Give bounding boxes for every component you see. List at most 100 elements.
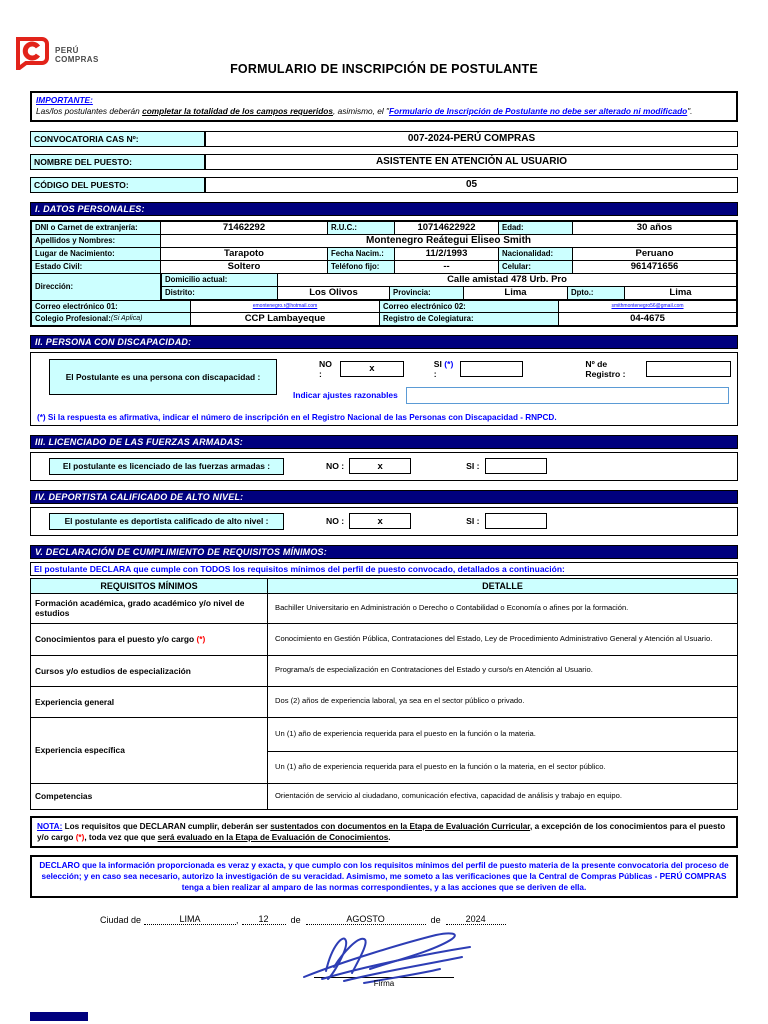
telefono-value: --	[394, 259, 499, 274]
numero-registro-input[interactable]	[646, 360, 731, 377]
nota-underline-1: sustentados con documentos en la Etapa d…	[270, 821, 531, 831]
table-row: Apellidos y Nombres: Montenegro Reátegui…	[31, 233, 737, 248]
table-row: Competencias Orientación de servicio al …	[30, 782, 738, 810]
telefono-label: Teléfono fijo:	[327, 259, 395, 274]
si-colon: :	[433, 368, 437, 379]
dni-label: DNI o Carnet de extranjería:	[31, 220, 161, 235]
lugar-nacimiento-label: Lugar de Nacimiento:	[31, 246, 161, 261]
estado-civil-value: Soltero	[160, 259, 328, 274]
fecha-nacimiento-label: Fecha Nacim.:	[327, 246, 395, 261]
si-text: SI	[433, 358, 445, 369]
table-row: Cursos y/o estudios de especialización P…	[30, 654, 738, 687]
ruc-label: R.U.C.:	[327, 220, 395, 235]
apellidos-label: Apellidos y Nombres:	[31, 233, 161, 248]
dia-value: 12	[241, 914, 286, 925]
deportista-si-checkbox[interactable]	[484, 513, 547, 530]
nombre-puesto-value: ASISTENTE EN ATENCIÓN AL USUARIO	[205, 153, 738, 170]
req-cursos: Cursos y/o estudios de especialización	[30, 654, 268, 687]
peru-compras-logo-text: PERÚ COMPRAS	[55, 46, 99, 64]
peru-compras-logo: PERÚ COMPRAS	[14, 36, 99, 75]
table-row: Colegio Profesional: (Si Aplica) CCP Lam…	[31, 311, 737, 326]
nacionalidad-value: Peruano	[572, 246, 737, 261]
de-1: de	[290, 914, 301, 925]
req-conocimientos-asterisk: (*)	[196, 634, 206, 645]
req-formacion: Formación académica, grado académico y/o…	[30, 592, 268, 624]
section3-header: III. LICENCIADO DE LAS FUERZAS ARMADAS:	[30, 434, 738, 449]
nota-p4: .	[388, 832, 391, 842]
req-experiencia-general: Experiencia general	[30, 685, 268, 718]
colegio-label-note: (Si Aplica)	[110, 315, 143, 323]
ajustes-razonables-label: Indicar ajustes razonables	[293, 390, 398, 401]
nota-p2: , a excepción de los conocimientos para …	[37, 821, 726, 842]
si-asterisk: (*)	[444, 358, 454, 369]
discapacidad-question: El Postulante es una persona con discapa…	[49, 358, 277, 395]
dpto-value: Lima	[624, 285, 737, 300]
fuerzas-armadas-box: El postulante es licenciado de las fuerz…	[30, 451, 738, 481]
fuerzas-si-checkbox[interactable]	[484, 458, 547, 475]
table-row: Estado Civil: Soltero Teléfono fijo: -- …	[31, 259, 737, 274]
registro-colegiatura-value: 04-4675	[558, 311, 737, 326]
direccion-label: Dirección:	[31, 272, 161, 301]
section4-header: IV. DEPORTISTA CALIFICADO DE ALTO NIVEL:	[30, 489, 738, 504]
nota-asterisk: (*)	[75, 832, 85, 842]
anio-value: 2024	[445, 914, 506, 925]
celular-label: Celular:	[498, 259, 573, 274]
table-row: DNI o Carnet de extranjería: 71462292 R.…	[31, 220, 737, 235]
discapacidad-si-checkbox[interactable]	[459, 360, 524, 377]
colegio-label: Colegio Profesional: (Si Aplica)	[31, 311, 191, 326]
nombre-puesto-label: NOMBRE DEL PUESTO:	[30, 153, 205, 170]
signature-image	[303, 932, 471, 984]
det-experiencia-especifica-2: Un (1) año de experiencia requerida para…	[267, 750, 738, 784]
nota-label: NOTA:	[37, 821, 63, 831]
req-conocimientos: Conocimientos para el puesto y/o cargo (…	[30, 622, 268, 656]
important-notice-box: IMPORTANTE: Las/los postulantes deberán …	[30, 91, 738, 122]
deportista-question: El postulante es deportista calificado d…	[49, 512, 284, 530]
nota-p3: , toda vez que que	[84, 832, 158, 842]
det-experiencia-especifica-1: Un (1) año de experiencia requerida para…	[267, 716, 738, 752]
date-line: Ciudad de LIMA , 12 de AGOSTO de 2024	[100, 914, 738, 925]
req-experiencia-especifica: Experiencia específica	[30, 716, 268, 784]
celular-value: 961471656	[572, 259, 737, 274]
fuerzas-no-checkbox[interactable]: x	[349, 458, 412, 475]
ajustes-razonables-input[interactable]	[405, 386, 729, 404]
next-section-header-partial	[30, 1012, 88, 1021]
discapacidad-no-label: NO :	[319, 358, 332, 379]
important-form-link[interactable]: Formulario de Inscripción de Postulante …	[388, 105, 688, 116]
signature-line	[314, 976, 454, 978]
det-competencias: Orientación de servicio al ciudadano, co…	[267, 782, 738, 810]
table-row: Experiencia específica Un (1) año de exp…	[30, 716, 738, 784]
table-row: Experiencia general Dos (2) años de expe…	[30, 685, 738, 718]
discapacidad-box: El Postulante es una persona con discapa…	[30, 351, 738, 426]
lugar-nacimiento-value: Tarapoto	[160, 246, 328, 261]
discapacidad-footnote: (*) Si la respuesta es afirmativa, indic…	[37, 412, 557, 422]
det-cursos: Programa/s de especialización en Contrat…	[267, 654, 738, 687]
brand-line2: COMPRAS	[55, 54, 99, 64]
deportista-si-label: SI :	[466, 516, 480, 527]
nota-p1: Los requisitos que DECLARAN cumplir, deb…	[62, 821, 271, 831]
declara-intro: El postulante DECLARA que cumple con TOD…	[30, 561, 738, 576]
brand-line1: PERÚ	[55, 46, 79, 56]
codigo-puesto-value: 05	[205, 176, 738, 193]
important-label: IMPORTANTE:	[36, 95, 93, 105]
deportista-no-checkbox[interactable]: x	[349, 513, 412, 530]
codigo-puesto-row: CÓDIGO DEL PUESTO: 05	[30, 176, 738, 193]
domicilio-label: Domicilio actual:	[161, 272, 278, 287]
page-title: FORMULARIO DE INSCRIPCIÓN DE POSTULANTE	[230, 62, 538, 76]
important-text-mid: , asimismo, el "	[332, 105, 389, 116]
distrito-value: Los Olivos	[277, 285, 390, 300]
edad-value: 30 años	[572, 220, 737, 235]
table-row: Conocimientos para el puesto y/o cargo (…	[30, 622, 738, 656]
declaro-box: DECLARO que la información proporcionada…	[30, 854, 738, 898]
codigo-puesto-label: CÓDIGO DEL PUESTO:	[30, 176, 205, 193]
comma: ,	[236, 914, 239, 925]
req-conocimientos-text: Conocimientos para el puesto y/o cargo	[35, 634, 197, 645]
ciudad-label: Ciudad de	[100, 914, 142, 925]
col-requisitos-header: REQUISITOS MÍNIMOS	[30, 577, 268, 594]
important-underline-1: completar la totalidad de los campos req…	[142, 105, 333, 116]
discapacidad-si-label: SI (*) :	[434, 359, 456, 379]
ruc-value: 10714622922	[394, 220, 499, 235]
important-text-end: ".	[687, 105, 693, 116]
discapacidad-no-checkbox[interactable]: x	[340, 360, 404, 377]
det-experiencia-general: Dos (2) años de experiencia laboral, ya …	[267, 685, 738, 718]
